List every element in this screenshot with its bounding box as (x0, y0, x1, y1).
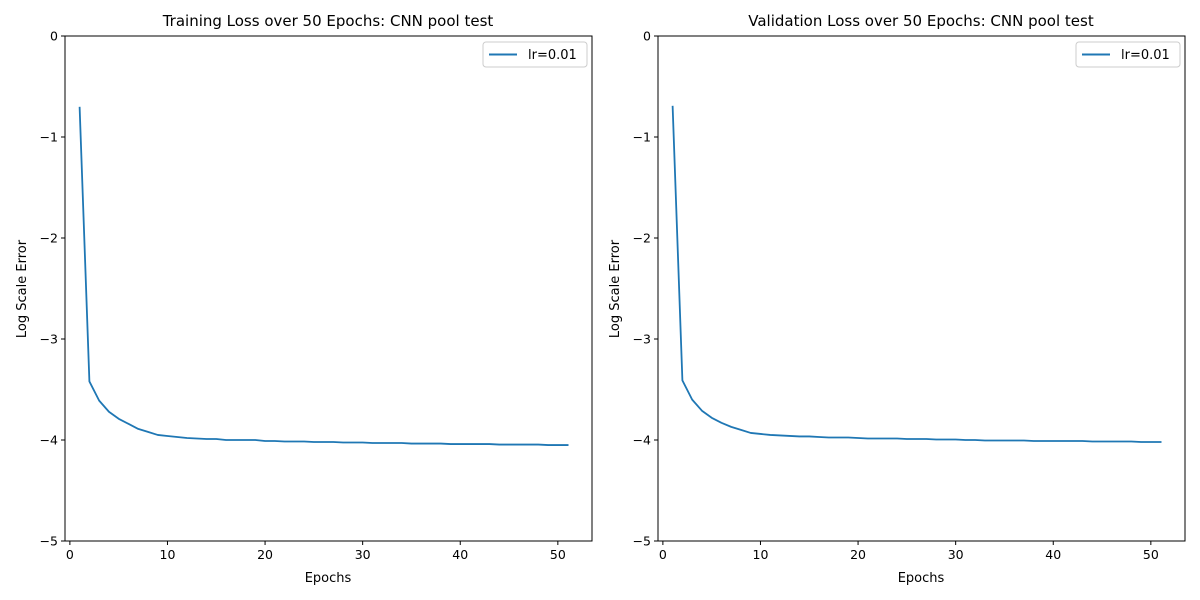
y-axis-label: Log Scale Error (15, 239, 30, 338)
x-axis-label: Epochs (898, 571, 945, 586)
x-tick-label: 30 (948, 547, 964, 562)
x-tick-label: 20 (850, 547, 866, 562)
legend-box (482, 41, 588, 68)
axes-frame (64, 35, 593, 542)
y-tick-label: −5 (633, 534, 651, 549)
legend-label: lr=0.01 (1121, 48, 1170, 63)
x-tick-label: 20 (257, 547, 273, 562)
x-tick-label: 10 (160, 547, 176, 562)
y-tick-label: −3 (40, 332, 58, 347)
legend-box (1075, 41, 1181, 68)
y-tick-label: −1 (40, 130, 58, 145)
y-tick-label: 0 (50, 29, 58, 44)
y-tick-label: −1 (633, 130, 651, 145)
x-tick-label: 30 (355, 547, 371, 562)
y-tick-label: −5 (40, 534, 58, 549)
x-tick-label: 40 (1045, 547, 1061, 562)
x-tick-label: 40 (452, 547, 468, 562)
validation-loss-chart: Validation Loss over 50 Epochs: CNN pool… (608, 12, 1186, 586)
x-tick-label: 50 (550, 547, 566, 562)
series-line-0 (78, 106, 569, 446)
chart-title: Training Loss over 50 Epochs: CNN pool t… (162, 12, 494, 30)
series-line-0 (671, 105, 1162, 443)
x-tick-label: 50 (1143, 547, 1159, 562)
legend: lr=0.01 (482, 41, 588, 68)
plot-area: 0 10 20 30 40 50 0 −1 −2 −3 −4 −5 (40, 29, 593, 562)
training-loss-chart: Training Loss over 50 Epochs: CNN pool t… (15, 12, 593, 586)
chart-title: Validation Loss over 50 Epochs: CNN pool… (748, 12, 1094, 30)
legend-label: lr=0.01 (528, 48, 577, 63)
axes-frame (657, 35, 1186, 542)
x-axis-label: Epochs (305, 571, 352, 586)
y-tick-label: −2 (40, 231, 58, 246)
x-tick-label: 0 (66, 547, 74, 562)
y-tick-label: 0 (643, 29, 651, 44)
plot-area: 0 10 20 30 40 50 0 −1 −2 −3 −4 −5 (633, 29, 1186, 562)
y-axis-label: Log Scale Error (608, 239, 623, 338)
x-tick-label: 10 (753, 547, 769, 562)
x-tick-label: 0 (659, 547, 667, 562)
y-tick-label: −4 (633, 433, 651, 448)
legend: lr=0.01 (1075, 41, 1181, 68)
y-tick-label: −2 (633, 231, 651, 246)
y-tick-label: −3 (633, 332, 651, 347)
y-tick-label: −4 (40, 433, 58, 448)
